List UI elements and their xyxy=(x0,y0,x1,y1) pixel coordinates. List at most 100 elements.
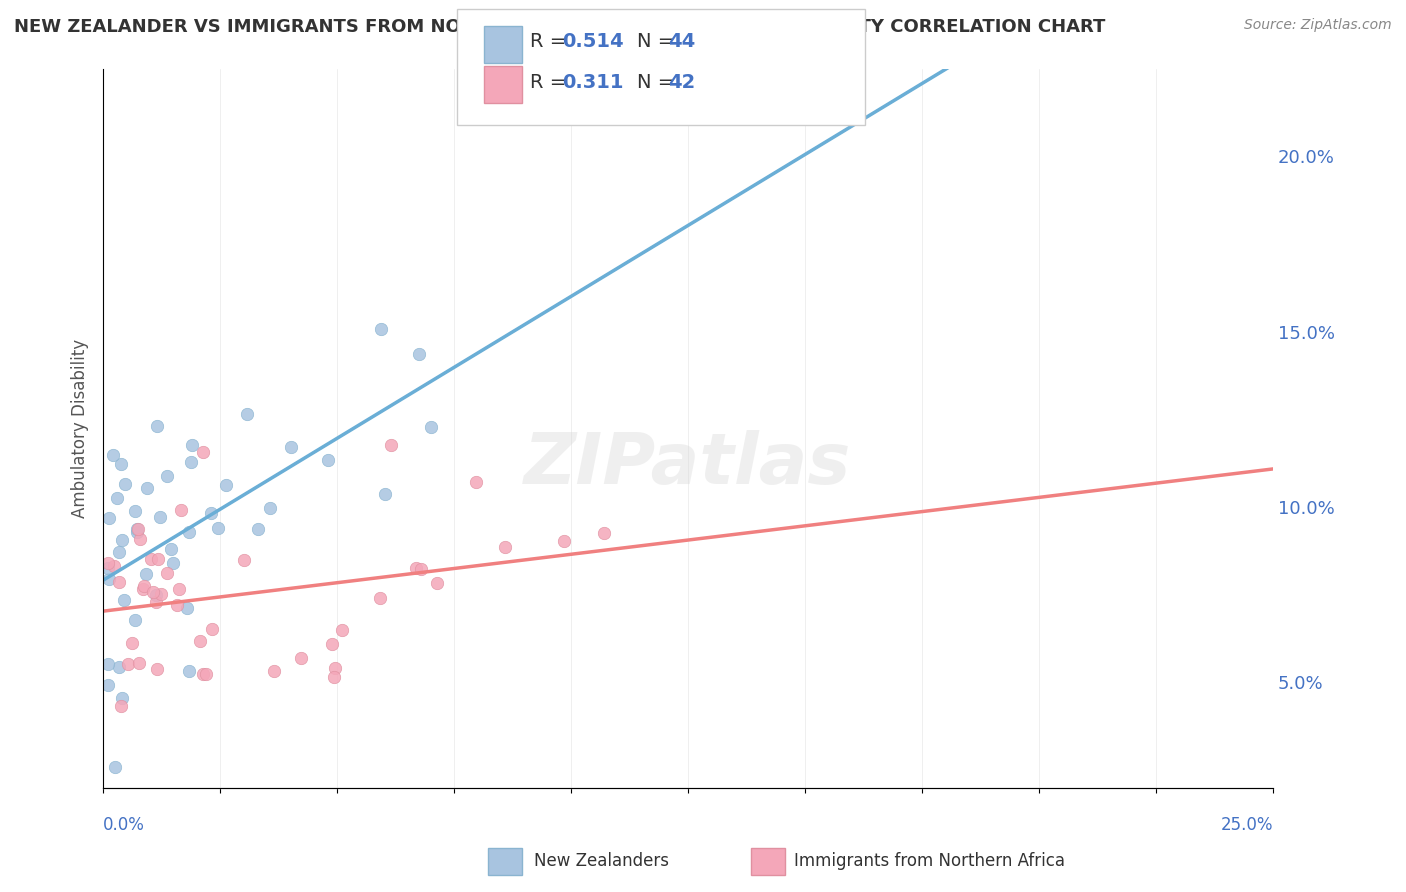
Text: N =: N = xyxy=(637,72,681,92)
Text: R =: R = xyxy=(530,72,572,92)
Point xyxy=(166,598,188,612)
Point xyxy=(149,587,172,601)
Text: 42: 42 xyxy=(668,72,695,92)
Point xyxy=(121,635,143,649)
Point xyxy=(155,566,177,580)
Point xyxy=(156,468,179,483)
Point xyxy=(194,666,217,681)
Point xyxy=(97,560,120,574)
Point xyxy=(135,566,157,581)
Point xyxy=(368,591,391,605)
Point xyxy=(170,502,193,516)
Text: 0.0%: 0.0% xyxy=(103,815,145,834)
Point xyxy=(159,542,181,557)
Point xyxy=(145,595,167,609)
Point xyxy=(167,582,190,597)
Point xyxy=(105,491,128,506)
Point xyxy=(146,551,169,566)
Point xyxy=(193,666,215,681)
Point xyxy=(146,418,169,433)
Point xyxy=(127,522,149,536)
Text: R =: R = xyxy=(530,32,572,52)
Text: 44: 44 xyxy=(668,32,695,52)
Point xyxy=(426,575,449,590)
Text: 0.514: 0.514 xyxy=(562,32,624,52)
Point xyxy=(215,477,238,491)
Point xyxy=(201,622,224,636)
Point xyxy=(114,476,136,491)
Point xyxy=(125,524,148,539)
Point xyxy=(108,574,131,589)
Point xyxy=(380,438,402,452)
Point xyxy=(420,420,443,434)
Point xyxy=(108,545,131,559)
Point xyxy=(97,511,120,525)
Point xyxy=(370,321,392,335)
Point xyxy=(263,664,285,678)
Point xyxy=(124,613,146,627)
Point xyxy=(111,690,134,705)
Text: ZIPatlas: ZIPatlas xyxy=(524,430,852,499)
Text: 0.311: 0.311 xyxy=(562,72,624,92)
Point xyxy=(200,506,222,520)
Point xyxy=(128,532,150,546)
Point xyxy=(191,445,214,459)
Point xyxy=(593,525,616,540)
Point xyxy=(408,347,430,361)
Text: N =: N = xyxy=(637,32,681,52)
Point xyxy=(180,437,202,451)
Point xyxy=(316,453,339,467)
Point xyxy=(141,552,163,566)
Point xyxy=(132,579,155,593)
Point xyxy=(97,678,120,692)
Point xyxy=(162,556,184,570)
Point xyxy=(145,588,167,602)
Point xyxy=(330,623,353,637)
Point xyxy=(124,504,146,518)
Point xyxy=(179,525,201,540)
Point xyxy=(101,449,124,463)
Point xyxy=(321,637,343,651)
Point xyxy=(146,662,169,676)
Point xyxy=(323,670,346,684)
Point xyxy=(97,556,120,570)
Text: 25.0%: 25.0% xyxy=(1220,815,1272,834)
Text: NEW ZEALANDER VS IMMIGRANTS FROM NORTHERN AFRICA AMBULATORY DISABILITY CORRELATI: NEW ZEALANDER VS IMMIGRANTS FROM NORTHER… xyxy=(14,18,1105,36)
Point xyxy=(111,533,134,547)
Point xyxy=(132,582,155,597)
Point xyxy=(233,552,256,566)
Point xyxy=(494,541,516,555)
Point xyxy=(207,521,229,535)
Point xyxy=(236,407,259,421)
Point xyxy=(108,660,131,674)
Point xyxy=(110,699,132,714)
Point xyxy=(98,572,121,586)
Point xyxy=(149,509,172,524)
Point xyxy=(127,523,149,537)
Point xyxy=(104,759,127,773)
Point xyxy=(97,657,120,672)
Point xyxy=(405,561,427,575)
Y-axis label: Ambulatory Disability: Ambulatory Disability xyxy=(72,338,89,517)
Point xyxy=(112,593,135,607)
Point xyxy=(117,657,139,671)
Point xyxy=(110,457,132,471)
Point xyxy=(128,656,150,670)
Point xyxy=(259,500,281,515)
Point xyxy=(464,475,486,490)
Point xyxy=(374,487,396,501)
Point xyxy=(280,440,302,454)
Point xyxy=(136,481,159,495)
Point xyxy=(246,523,269,537)
Point xyxy=(176,601,198,615)
Text: New Zealanders: New Zealanders xyxy=(534,852,669,870)
Point xyxy=(142,585,165,599)
Point xyxy=(188,634,211,648)
Point xyxy=(409,562,432,576)
Point xyxy=(177,665,200,679)
Point xyxy=(103,558,125,573)
Point xyxy=(323,661,346,675)
Text: Immigrants from Northern Africa: Immigrants from Northern Africa xyxy=(794,852,1066,870)
Point xyxy=(553,533,575,548)
Point xyxy=(180,454,202,468)
